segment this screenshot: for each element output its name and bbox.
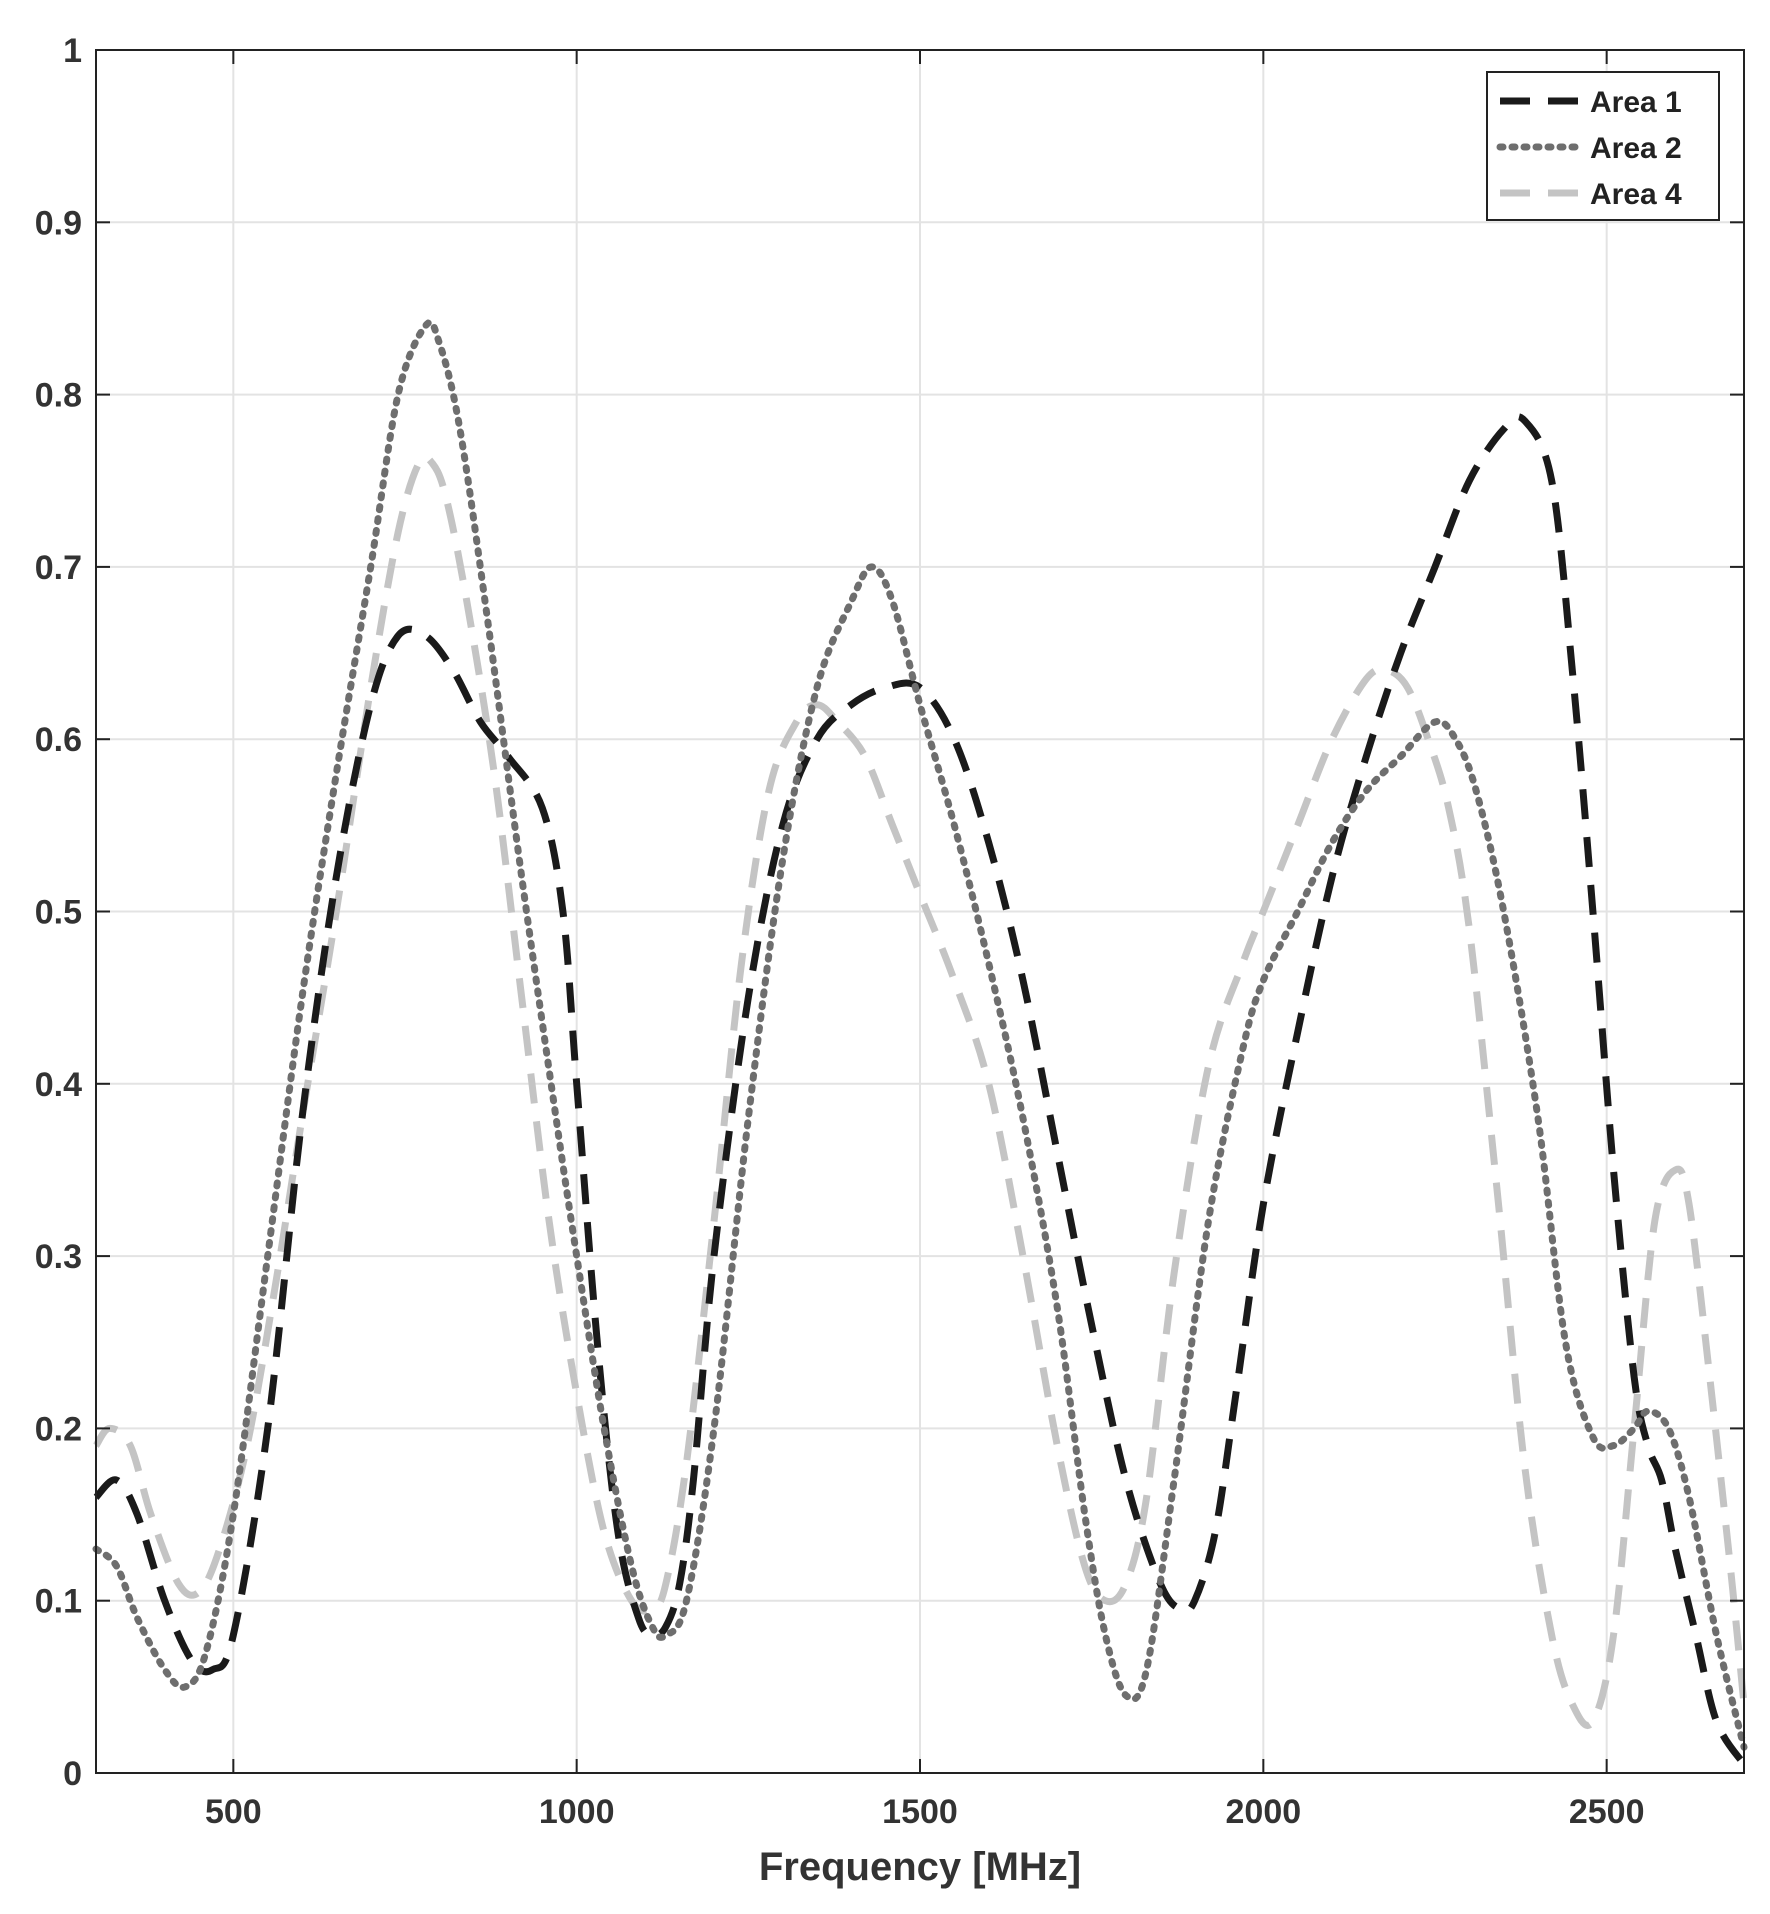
y-tick-label: 0.6: [35, 721, 82, 759]
x-tick-label: 1500: [882, 1793, 958, 1831]
y-tick-label: 0.5: [35, 894, 82, 932]
x-tick-label: 500: [205, 1793, 262, 1831]
y-tick-label: 0.7: [35, 549, 82, 587]
y-tick-label: 1: [63, 32, 82, 70]
y-tick-label: 0: [63, 1755, 82, 1793]
series-line-area-1: [93, 413, 1747, 1767]
series-line-area-4: [93, 453, 1748, 1729]
legend-label: Area 4: [1590, 178, 1682, 211]
x-axis-title: Frequency [MHz]: [759, 1845, 1081, 1889]
y-tick-label: 0.2: [35, 1410, 82, 1448]
y-tick-label: 0.9: [35, 204, 82, 242]
legend-label: Area 2: [1590, 132, 1682, 165]
series-line-area-2: [92, 318, 1748, 1751]
y-tick-label: 0.4: [35, 1066, 82, 1104]
y-tick-label: 0.8: [35, 377, 82, 415]
x-tick-label: 2500: [1569, 1793, 1645, 1831]
legend: Area 1 Area 2 Area 4: [1486, 71, 1720, 221]
axis-ticks: 500 1000 1500 2000 2500 0 0.1 0.2 0.3 0.4 0.5 0.6 0.…: [35, 32, 1744, 1831]
plot-lines: [92, 318, 1748, 1767]
y-tick-label: 0.1: [35, 1583, 82, 1621]
y-tick-label: 0.3: [35, 1238, 82, 1276]
legend-label: Area 1: [1590, 86, 1682, 119]
x-tick-label: 2000: [1226, 1793, 1302, 1831]
x-tick-label: 1000: [539, 1793, 615, 1831]
